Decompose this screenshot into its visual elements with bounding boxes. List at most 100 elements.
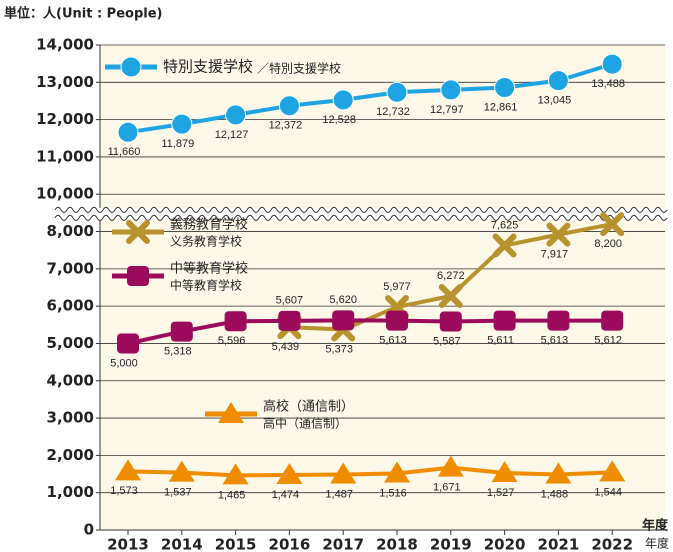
- value-label: 12,732: [376, 106, 410, 118]
- value-label: 5,596: [218, 335, 246, 347]
- value-label: 13,488: [591, 78, 625, 90]
- data-point: [276, 463, 303, 485]
- data-point: [225, 104, 247, 126]
- value-label: 11,660: [108, 146, 141, 158]
- legend-sublabel: ／特別支援学校: [257, 61, 341, 76]
- data-point: [170, 321, 193, 342]
- data-point: [491, 461, 518, 483]
- data-point: [278, 310, 301, 331]
- x-tick-label: 2022: [591, 536, 633, 552]
- value-label: 8,200: [594, 238, 622, 250]
- data-point: [386, 310, 408, 331]
- data-point: [439, 311, 462, 332]
- x-tick-label: 2013: [107, 536, 149, 552]
- legend-sublabel: 中等教育学校: [170, 278, 242, 293]
- value-label: 1,573: [110, 485, 138, 497]
- y-tick-label: 14,000: [36, 36, 94, 54]
- value-label: 12,797: [430, 104, 464, 116]
- y-tick-label: 12,000: [36, 110, 94, 128]
- value-label: 12,372: [269, 120, 303, 132]
- value-label: 1,487: [325, 488, 353, 500]
- data-point: [168, 460, 195, 482]
- value-label: 5,373: [325, 343, 353, 355]
- legend-sublabel: 义务教育学校: [170, 234, 242, 249]
- y-tick-label: 0: [84, 521, 94, 539]
- value-label: 5,977: [383, 281, 411, 293]
- value-label: 1,516: [379, 487, 407, 499]
- axis-break: [54, 206, 668, 213]
- data-point: [546, 222, 571, 247]
- y-tick-label: 2,000: [47, 446, 94, 464]
- y-tick-label: 13,000: [36, 73, 94, 91]
- plot-background: [100, 45, 665, 530]
- value-label: 5,620: [329, 294, 357, 306]
- legend-label: 義務教育学校: [170, 217, 248, 233]
- y-tick-label: 3,000: [47, 409, 94, 427]
- data-point: [494, 76, 516, 98]
- data-point: [547, 310, 570, 331]
- value-label: 1,527: [487, 487, 515, 499]
- value-label: 5,000: [110, 357, 138, 369]
- data-point: [332, 310, 355, 331]
- data-point: [278, 95, 300, 117]
- series-line: [127, 465, 613, 478]
- value-label: 5,439: [272, 341, 300, 353]
- y-tick-label: 8,000: [47, 222, 94, 240]
- data-point: [493, 310, 516, 331]
- value-label: 12,861: [484, 101, 518, 113]
- value-label: 5,612: [594, 335, 622, 347]
- data-point: [600, 212, 625, 237]
- value-label: 1,537: [164, 487, 192, 499]
- unit-label: 単位：人(Unit : People): [4, 6, 162, 22]
- legend-label: 高校（通信制）: [263, 399, 354, 415]
- data-point: [222, 463, 249, 485]
- data-point: [117, 333, 139, 354]
- legend-marker: [120, 56, 142, 78]
- legend-marker: [218, 402, 244, 423]
- value-label: 1,671: [433, 482, 461, 494]
- legend-label: 特別支援学校: [163, 58, 253, 76]
- value-label: 1,474: [272, 489, 300, 501]
- legend-sublabel: 高中（通信制）: [263, 416, 347, 431]
- x-tick-label: 2016: [269, 536, 311, 552]
- value-label: 7,625: [491, 219, 519, 231]
- y-tick-label: 5,000: [47, 334, 94, 352]
- x-tick-label: 2015: [215, 536, 257, 552]
- data-point: [386, 81, 408, 103]
- data-point: [330, 462, 357, 484]
- data-point: [545, 462, 572, 484]
- x-tick-label: 2018: [376, 536, 418, 552]
- value-label: 1,488: [541, 488, 569, 500]
- data-point: [437, 455, 464, 477]
- y-tick-label: 10,000: [36, 185, 94, 203]
- value-label: 12,127: [215, 129, 249, 141]
- value-label: 12,528: [322, 114, 356, 126]
- axis-break-band: [55, 207, 667, 220]
- data-point: [440, 79, 462, 101]
- value-label: 5,607: [276, 295, 304, 307]
- data-point: [115, 459, 141, 481]
- data-point: [332, 89, 354, 111]
- x-axis-label-sub: 年度: [645, 536, 669, 551]
- value-label: 5,318: [164, 346, 192, 358]
- y-tick-label: 11,000: [36, 147, 94, 165]
- data-point: [117, 121, 139, 143]
- x-tick-label: 2014: [161, 536, 203, 552]
- y-tick-label: 7,000: [47, 259, 94, 277]
- series-line: [127, 62, 613, 135]
- x-tick-label: 2017: [322, 536, 364, 552]
- data-point: [171, 113, 193, 135]
- y-tick-label: 4,000: [47, 371, 94, 389]
- legend-marker: [127, 266, 149, 286]
- y-tick-label: 6,000: [47, 297, 94, 315]
- value-label: 1,544: [594, 486, 622, 498]
- legend-marker: [126, 220, 150, 244]
- x-tick-label: 2019: [430, 536, 472, 552]
- data-point: [599, 460, 626, 482]
- data-point: [492, 233, 517, 258]
- value-label: 5,613: [541, 334, 569, 346]
- x-tick-label: 2021: [538, 536, 580, 552]
- axis-break: [54, 214, 668, 221]
- x-tick-label: 2020: [484, 536, 526, 552]
